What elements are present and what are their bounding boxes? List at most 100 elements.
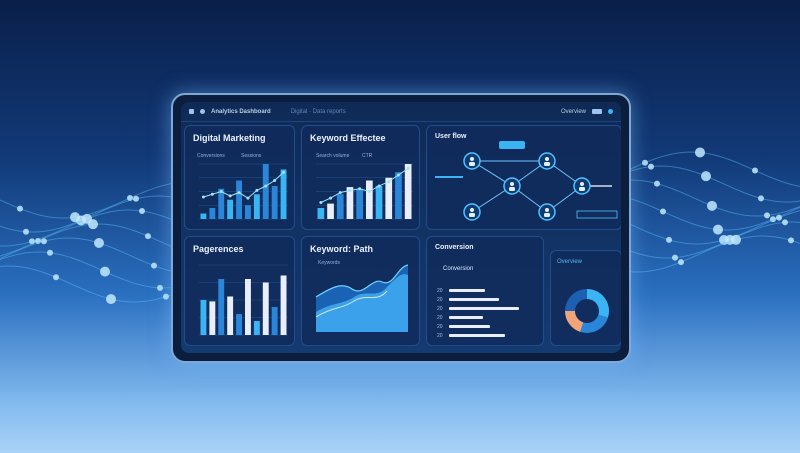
glow-dot (654, 180, 660, 187)
wave-line (0, 265, 176, 303)
user-head (510, 182, 514, 186)
progress-bar (449, 289, 485, 292)
glow-dot (752, 167, 758, 174)
panel-title: Overview (557, 259, 583, 265)
glow-dot (713, 224, 723, 235)
row-label: 20 (437, 297, 443, 303)
user-head (545, 208, 549, 212)
conversion-row: 20 (437, 315, 537, 321)
bar (262, 282, 269, 335)
tablet-frame: Analytics Dashboard Digital · Data repor… (171, 93, 631, 363)
bar (327, 203, 334, 219)
bar (227, 199, 234, 219)
glow-dot (163, 293, 169, 300)
breadcrumb: Digital · Data reports (290, 108, 346, 115)
conversion-row: 20 (437, 324, 537, 330)
glow-dot (731, 234, 741, 245)
glow-dot (94, 237, 104, 248)
panel-title: Digital Marketing (193, 133, 266, 143)
donut-slice (565, 311, 584, 332)
progress-bar (449, 307, 520, 310)
bar (395, 172, 402, 219)
bar (253, 194, 260, 219)
bar (262, 164, 269, 219)
legend-item: Keywords (318, 260, 340, 266)
bar-chart (199, 264, 288, 336)
donut-slice (565, 289, 587, 311)
bar (227, 296, 234, 335)
bar (209, 208, 216, 219)
glow-dot (758, 195, 764, 202)
glow-dot (707, 200, 717, 211)
conversion-row: 20 (437, 306, 537, 312)
bar (356, 188, 363, 219)
glow-dot (151, 262, 157, 269)
bar (346, 187, 354, 219)
glow-dot (782, 219, 788, 226)
user-body (544, 162, 550, 166)
flow-diagram (435, 141, 618, 221)
user-head (580, 182, 584, 186)
row-label: 20 (437, 324, 443, 330)
panel-title: User flow (435, 133, 467, 140)
progress-bar (449, 334, 505, 337)
area-chart (315, 264, 409, 332)
progress-bar (449, 316, 484, 319)
user-body (544, 213, 550, 217)
overview-panel: Overview (550, 250, 621, 346)
donut-slice (580, 314, 608, 333)
glow-dot (695, 147, 705, 158)
glow-dot (35, 237, 41, 244)
digital-marketing-panel: Digital Marketing Conversions Sessions (184, 125, 295, 230)
user-body (469, 213, 475, 217)
glow-dot (133, 195, 139, 202)
user-head (545, 157, 549, 161)
glow-dot (776, 214, 782, 221)
bar (280, 169, 287, 219)
settings-icon[interactable] (200, 109, 205, 114)
bar-line-chart (316, 163, 413, 220)
wave-line (0, 251, 176, 289)
legend-item: Sessions (241, 153, 262, 159)
flow-box (576, 210, 618, 219)
bar (336, 194, 344, 219)
glow-dot (764, 212, 770, 219)
wave-line (624, 210, 800, 245)
bar (218, 188, 225, 219)
glow-dot (41, 238, 47, 245)
trend-line (320, 167, 409, 203)
notification-icon[interactable] (592, 109, 602, 114)
progress-bar (449, 298, 499, 301)
user-body (469, 162, 475, 166)
bar (385, 177, 393, 219)
glow-dot (106, 294, 116, 305)
flow-bar (435, 176, 463, 178)
glow-dot (88, 219, 98, 230)
glow-dot (648, 163, 654, 170)
wave-line (0, 237, 176, 273)
keyword-effect-panel: Keyword Effectee Search volume CTR (301, 125, 420, 230)
trend-line (203, 171, 284, 199)
legend-item: Conversions (197, 153, 225, 159)
bar (404, 164, 412, 219)
bar (317, 208, 325, 219)
glow-dot (770, 216, 776, 223)
wave-line (624, 151, 800, 187)
legend-item: CTR (362, 153, 373, 159)
bar (271, 307, 278, 335)
glow-dot (672, 254, 678, 261)
conversion-row: 20 (437, 297, 537, 303)
bar-line-chart (199, 163, 288, 220)
user-icon[interactable] (608, 109, 613, 114)
menu-icon[interactable] (189, 109, 194, 114)
panel-title: Keyword: Path (310, 244, 374, 254)
bar (280, 275, 287, 335)
panel-title: Conversion (435, 244, 474, 251)
bar (253, 321, 260, 335)
overview-button[interactable]: Overview (560, 108, 586, 115)
row-label: 20 (437, 288, 443, 294)
glow-dot (23, 228, 29, 235)
glow-dot (29, 238, 35, 245)
bar (245, 279, 251, 335)
